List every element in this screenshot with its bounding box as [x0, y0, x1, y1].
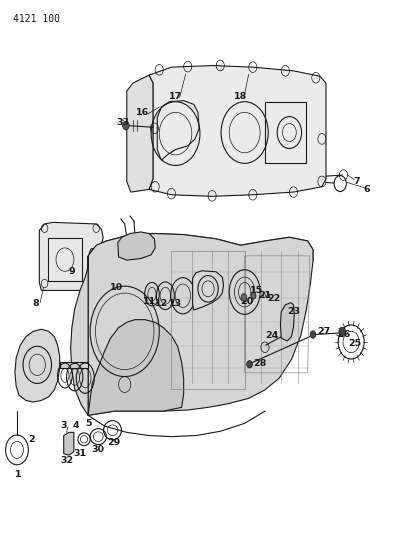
- Text: 22: 22: [267, 294, 281, 303]
- Text: 10: 10: [110, 283, 123, 292]
- Text: 20: 20: [240, 296, 253, 305]
- Text: 21: 21: [258, 291, 272, 300]
- Text: 24: 24: [266, 331, 279, 340]
- Polygon shape: [39, 222, 103, 290]
- Polygon shape: [193, 271, 224, 310]
- Circle shape: [247, 361, 253, 368]
- Polygon shape: [15, 329, 60, 402]
- Text: 13: 13: [169, 299, 182, 308]
- Text: 28: 28: [253, 359, 267, 368]
- Polygon shape: [280, 303, 294, 341]
- Text: 5: 5: [85, 419, 91, 428]
- Text: 27: 27: [317, 327, 330, 336]
- Text: 16: 16: [136, 108, 150, 117]
- Polygon shape: [88, 320, 184, 415]
- Text: 29: 29: [107, 439, 120, 448]
- Text: 17: 17: [169, 92, 182, 101]
- Text: 12: 12: [155, 299, 168, 308]
- Text: 14: 14: [197, 283, 211, 292]
- Polygon shape: [71, 256, 88, 415]
- Circle shape: [241, 294, 247, 301]
- Text: 1: 1: [14, 471, 21, 479]
- Text: 7: 7: [353, 177, 360, 186]
- Text: 9: 9: [69, 268, 75, 276]
- Circle shape: [339, 327, 346, 336]
- Polygon shape: [88, 233, 313, 415]
- Text: 15: 15: [250, 286, 264, 295]
- Text: 8: 8: [32, 299, 39, 308]
- Text: 26: 26: [338, 330, 351, 339]
- Text: 4121 100: 4121 100: [13, 14, 60, 24]
- Text: 32: 32: [60, 456, 73, 465]
- Text: 25: 25: [348, 339, 361, 348]
- Text: 6: 6: [364, 185, 370, 194]
- Circle shape: [123, 122, 129, 130]
- Text: 31: 31: [73, 449, 86, 458]
- Text: 33: 33: [116, 118, 129, 127]
- Text: 2: 2: [28, 435, 35, 444]
- Polygon shape: [64, 432, 74, 455]
- Polygon shape: [88, 233, 313, 264]
- Circle shape: [310, 331, 316, 338]
- Polygon shape: [127, 75, 153, 192]
- Text: 23: 23: [287, 307, 300, 316]
- Circle shape: [251, 293, 256, 299]
- Text: 30: 30: [91, 446, 104, 455]
- Polygon shape: [60, 362, 88, 368]
- Polygon shape: [118, 232, 155, 260]
- Polygon shape: [149, 66, 326, 196]
- Text: 11: 11: [142, 296, 156, 305]
- Text: 4: 4: [73, 422, 79, 431]
- Text: 18: 18: [234, 92, 247, 101]
- Text: 3: 3: [60, 422, 67, 431]
